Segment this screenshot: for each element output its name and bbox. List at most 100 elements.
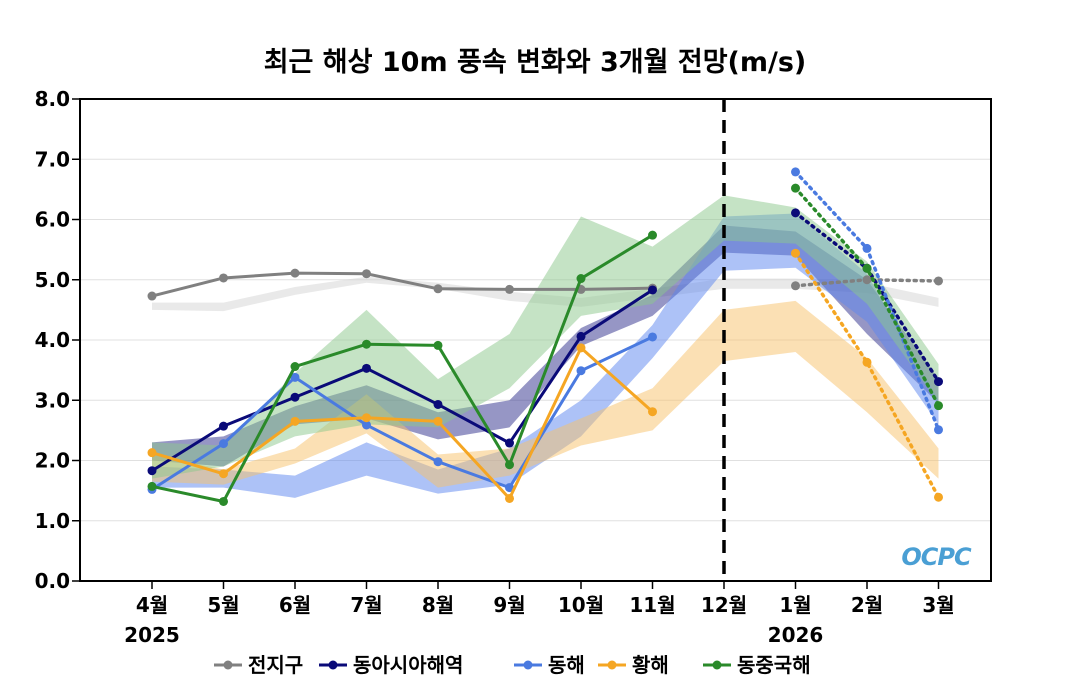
- legend-marker: [712, 660, 722, 670]
- observed-point-동해: [576, 366, 586, 376]
- observed-point-동아시아해역: [433, 399, 443, 409]
- x-tick-label: 9월: [493, 593, 525, 617]
- x-tick-label: 4월: [136, 593, 168, 617]
- observed-point-동중국해: [290, 362, 300, 372]
- y-tick-label: 7.0: [35, 147, 70, 171]
- y-tick-label: 1.0: [35, 509, 70, 533]
- forecast-point-동중국해: [862, 263, 872, 273]
- forecast-point-동해: [934, 425, 943, 435]
- x-tick-label: 12월: [701, 593, 747, 617]
- ocpc-logo: OCPC: [901, 543, 972, 571]
- x-tick-label: 11월: [629, 593, 675, 617]
- y-tick-label: 2.0: [35, 449, 70, 473]
- observed-point-동중국해: [648, 230, 657, 240]
- year-label: 2025: [124, 623, 180, 647]
- observed-point-동해: [433, 457, 443, 467]
- observed-point-황해: [219, 469, 228, 479]
- observed-point-동중국해: [433, 340, 443, 350]
- legend-label: 전지구: [248, 653, 303, 677]
- x-tick-label: 2월: [851, 593, 883, 617]
- observed-point-황해: [433, 416, 443, 426]
- observed-point-동아시아해역: [219, 421, 228, 431]
- observed-point-전지구: [147, 291, 157, 301]
- uncertainty-bands: [152, 195, 939, 498]
- legend-label: 동해: [548, 653, 585, 677]
- x-tick-label: 1월: [779, 593, 811, 617]
- year-label: 2026: [768, 623, 824, 647]
- observed-point-동아시아해역: [147, 466, 157, 476]
- y-tick-label: 4.0: [35, 328, 70, 352]
- observed-point-전지구: [290, 268, 300, 278]
- observed-point-동해: [648, 332, 657, 342]
- y-axis-ticks: 0.0 1.0 2.0 3.0 4.0 5.0 6.0 7.0 8.0: [35, 87, 80, 593]
- legend-label: 동중국해: [737, 653, 811, 677]
- observed-point-동해: [362, 420, 371, 430]
- y-tick-label: 8.0: [35, 87, 70, 111]
- forecast-point-황해: [791, 248, 800, 258]
- observed-point-전지구: [433, 284, 443, 294]
- x-tick-label: 5월: [207, 593, 239, 617]
- x-tick-label: 8월: [422, 593, 454, 617]
- chart-title: 최근 해상 10m 풍속 변화와 3개월 전망(m/s): [264, 47, 807, 78]
- observed-line-황해: [151, 346, 654, 500]
- observed-point-동해: [290, 372, 300, 382]
- observed-point-전지구: [219, 273, 228, 283]
- observed-point-동아시아해역: [576, 331, 586, 341]
- forecast-point-전지구: [934, 276, 943, 286]
- observed-point-동아시아해역: [362, 363, 371, 373]
- legend-marker: [607, 660, 617, 670]
- band-동중국해: [152, 195, 939, 479]
- band-황해: [152, 300, 939, 488]
- observed-point-전지구: [362, 269, 371, 279]
- forecast-point-동해: [862, 243, 872, 253]
- x-tick-label: 3월: [922, 593, 954, 617]
- legend-marker: [328, 660, 338, 670]
- observed-point-황해: [362, 413, 371, 423]
- observed-point-동중국해: [576, 274, 586, 284]
- observed-point-동중국해: [505, 460, 514, 470]
- y-tick-label: 5.0: [35, 268, 70, 292]
- x-tick-label: 6월: [279, 593, 311, 617]
- forecast-point-동중국해: [791, 183, 800, 193]
- x-axis-ticks: 4월 5월 6월 7월 8월 9월 10월 11월 12월 1월 2월 3월 2025 2026: [124, 581, 955, 647]
- observed-line-동아시아해역: [151, 288, 654, 473]
- observed-point-동해: [219, 439, 228, 449]
- x-tick-label: 7월: [350, 593, 382, 617]
- observed-point-동해: [505, 483, 514, 493]
- observed-point-황해: [147, 448, 157, 458]
- forecast-point-동아시아해역: [791, 208, 800, 218]
- observed-point-동중국해: [362, 339, 371, 349]
- forecast-point-전지구: [791, 281, 800, 291]
- observed-point-황해: [290, 416, 300, 426]
- y-tick-label: 0.0: [35, 569, 70, 593]
- observed-point-황해: [576, 343, 586, 353]
- band-전지구: [152, 276, 939, 312]
- forecast-point-동중국해: [934, 401, 943, 411]
- observed-line-동해: [151, 335, 654, 491]
- y-tick-label: 3.0: [35, 388, 70, 412]
- legend: 전지구 동아시아해역 동해 황해 동중국해: [214, 653, 811, 677]
- observed-point-동중국해: [147, 481, 157, 491]
- forecast-point-동아시아해역: [934, 377, 943, 387]
- legend-marker: [223, 660, 233, 670]
- series-lines: [147, 167, 943, 506]
- legend-label: 동아시아해역: [353, 653, 463, 677]
- observed-point-전지구: [505, 284, 514, 294]
- observed-line-전지구: [151, 271, 653, 298]
- legend-label: 황해: [632, 653, 669, 677]
- forecast-point-전지구: [862, 275, 872, 285]
- observed-point-동중국해: [219, 496, 228, 506]
- forecast-point-황해: [934, 492, 943, 502]
- observed-line-동중국해: [151, 233, 654, 503]
- forecast-point-황해: [862, 357, 872, 367]
- observed-point-황해: [648, 407, 657, 417]
- legend-marker: [523, 660, 533, 670]
- observed-point-동아시아해역: [648, 285, 657, 295]
- y-tick-label: 6.0: [35, 208, 70, 232]
- forecast-point-동해: [791, 167, 800, 177]
- observed-point-동아시아해역: [290, 392, 300, 402]
- observed-point-동아시아해역: [505, 438, 514, 448]
- forecast-line-황해: [793, 251, 941, 500]
- observed-point-황해: [505, 493, 514, 503]
